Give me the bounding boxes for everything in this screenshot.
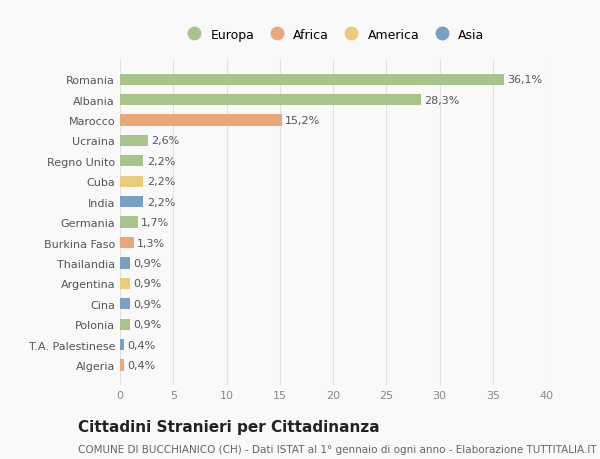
Text: 2,6%: 2,6%: [151, 136, 179, 146]
Text: 0,9%: 0,9%: [133, 258, 161, 269]
Text: COMUNE DI BUCCHIANICO (CH) - Dati ISTAT al 1° gennaio di ogni anno - Elaborazion: COMUNE DI BUCCHIANICO (CH) - Dati ISTAT …: [78, 444, 596, 454]
Text: 0,9%: 0,9%: [133, 319, 161, 330]
Bar: [120, 278, 130, 289]
Bar: [120, 217, 138, 228]
Text: 2,2%: 2,2%: [146, 157, 175, 167]
Text: 1,3%: 1,3%: [137, 238, 165, 248]
Bar: [120, 237, 134, 249]
Bar: [120, 319, 130, 330]
Bar: [120, 258, 130, 269]
Bar: [120, 135, 148, 147]
Bar: [120, 359, 124, 371]
Text: 28,3%: 28,3%: [425, 95, 460, 106]
Text: 0,4%: 0,4%: [127, 360, 156, 370]
Text: 2,2%: 2,2%: [146, 177, 175, 187]
Bar: [120, 339, 124, 350]
Text: 0,9%: 0,9%: [133, 279, 161, 289]
Text: 0,9%: 0,9%: [133, 299, 161, 309]
Text: 15,2%: 15,2%: [285, 116, 320, 126]
Bar: [120, 95, 421, 106]
Bar: [120, 196, 143, 208]
Bar: [120, 298, 130, 310]
Text: Cittadini Stranieri per Cittadinanza: Cittadini Stranieri per Cittadinanza: [78, 419, 380, 434]
Legend: Europa, Africa, America, Asia: Europa, Africa, America, Asia: [176, 23, 490, 46]
Text: 1,7%: 1,7%: [142, 218, 170, 228]
Text: 36,1%: 36,1%: [508, 75, 543, 85]
Bar: [120, 156, 143, 167]
Text: 0,4%: 0,4%: [127, 340, 156, 350]
Text: 2,2%: 2,2%: [146, 197, 175, 207]
Bar: [120, 115, 282, 126]
Bar: [120, 176, 143, 187]
Bar: [120, 74, 505, 86]
